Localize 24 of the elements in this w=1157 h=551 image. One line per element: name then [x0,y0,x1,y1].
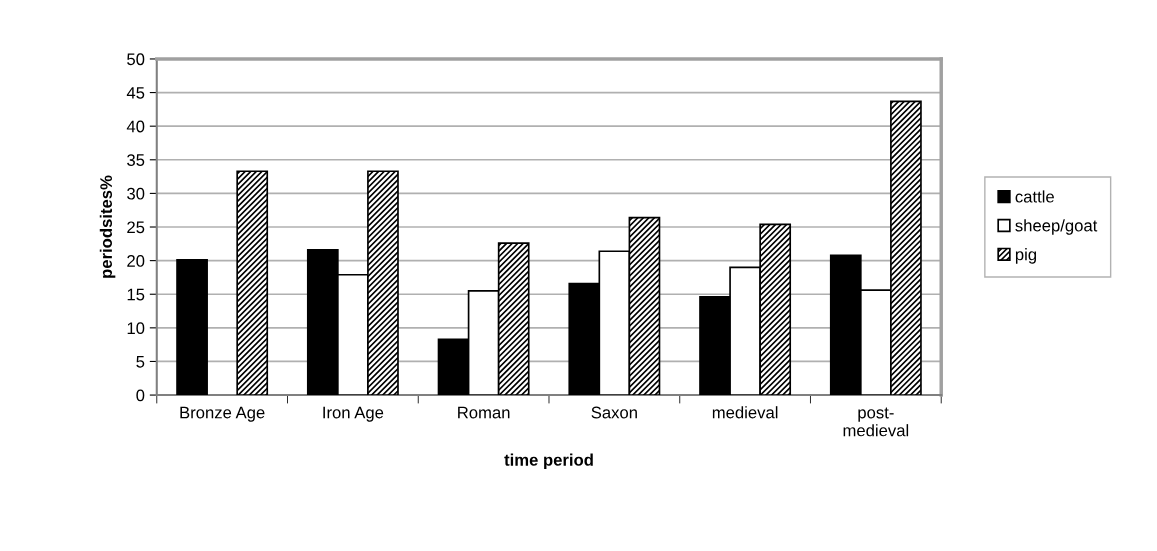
y-tick-label: 20 [127,255,145,267]
x-tick-label: post-medieval [843,407,909,437]
y-axis-title: periodsites% [99,175,116,278]
x-tick-label: Bronze Age [180,406,265,422]
y-tick-label: 10 [127,322,145,335]
legend-label: pig [1015,248,1037,264]
y-tick-label: 30 [127,187,145,200]
y-tick-label: 0 [136,389,145,402]
x-tick-label: Saxon [591,406,637,419]
y-tick-label: 40 [126,120,145,133]
x-tick-label: medieval [712,406,778,419]
legend-label: cattle [1015,190,1054,203]
bar [236,170,269,396]
x-axis-title: time period [504,453,593,470]
legend-label: sheep/goat [1015,219,1098,235]
y-tick-label: 15 [127,288,145,301]
y-tick-label: 5 [136,356,145,368]
y-tick-label: 25 [127,221,145,234]
y-tick-label: 35 [127,154,145,166]
x-tick-label: Roman [458,406,510,419]
x-tick-label: Iron Age [323,406,384,422]
y-tick-label: 50 [127,53,145,66]
bar [176,259,208,396]
y-tick-label: 45 [126,87,145,99]
